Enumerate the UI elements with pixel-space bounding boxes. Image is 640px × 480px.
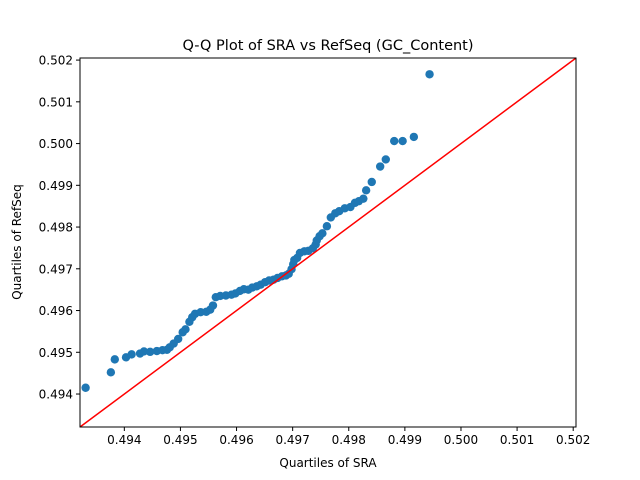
data-point xyxy=(127,350,136,359)
reference-line xyxy=(79,57,577,428)
data-point xyxy=(398,136,407,146)
data-point xyxy=(145,347,155,357)
x-tick-label: 0.498 xyxy=(332,433,366,447)
data-point xyxy=(81,383,90,392)
data-point xyxy=(409,132,419,142)
plot-area xyxy=(79,57,577,428)
data-point xyxy=(139,347,149,356)
y-tick-label: 0.499 xyxy=(39,179,73,193)
data-point xyxy=(367,177,376,187)
y-tick-label: 0.502 xyxy=(39,54,73,68)
data-point xyxy=(359,194,368,203)
data-point xyxy=(181,325,190,334)
x-tick-label: 0.499 xyxy=(388,433,422,447)
data-point xyxy=(110,355,119,364)
x-tick-label: 0.496 xyxy=(219,433,253,447)
y-tick-label: 0.498 xyxy=(39,221,73,235)
x-tick-label: 0.502 xyxy=(556,433,590,447)
x-tick-label: 0.500 xyxy=(444,433,478,447)
data-point xyxy=(361,186,371,195)
y-axis-label: Quartiles of RefSeq xyxy=(10,184,24,300)
x-tick-label: 0.497 xyxy=(275,433,309,447)
data-point xyxy=(425,70,434,79)
y-tick-label: 0.496 xyxy=(39,304,73,318)
y-tick-label: 0.501 xyxy=(39,95,73,109)
data-point xyxy=(208,301,218,310)
data-point xyxy=(390,136,399,146)
data-point xyxy=(381,155,390,164)
x-tick-label: 0.494 xyxy=(107,433,141,447)
chart-title: Q-Q Plot of SRA vs RefSeq (GC_Content) xyxy=(182,38,473,54)
x-tick-label: 0.495 xyxy=(163,433,197,447)
data-point xyxy=(375,162,385,171)
axes-frame xyxy=(79,57,577,428)
y-tick-label: 0.494 xyxy=(39,388,73,402)
x-tick-label: 0.501 xyxy=(500,433,534,447)
data-point xyxy=(318,229,327,238)
data-point xyxy=(106,368,116,377)
axis-ticks: 0.494 0.495 0.496 0.497 0.498 0.499 0.500 0.501… xyxy=(39,54,591,447)
data-point xyxy=(322,222,332,231)
x-axis-label: Quartiles of SRA xyxy=(279,456,377,470)
y-tick-label: 0.500 xyxy=(39,137,73,151)
y-tick-label: 0.495 xyxy=(39,346,73,360)
y-tick-label: 0.497 xyxy=(39,262,73,276)
data-point xyxy=(173,334,183,344)
